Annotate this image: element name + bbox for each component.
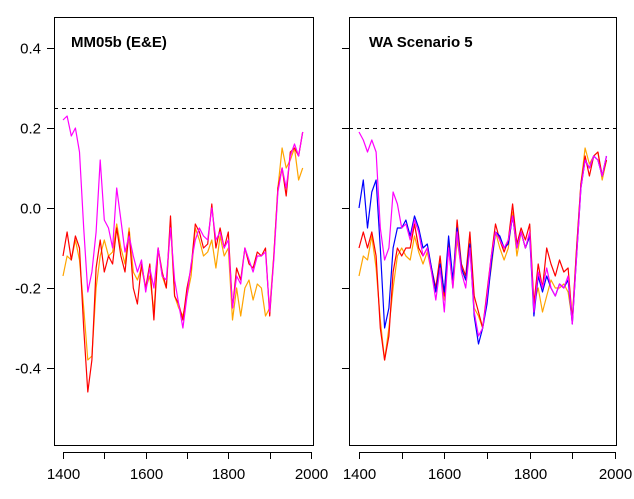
y-axis-right — [342, 48, 349, 369]
x-tick-label: 1600 — [428, 466, 461, 483]
plot-frame-left — [54, 17, 314, 446]
panel-title-right: WA Scenario 5 — [369, 34, 473, 51]
series-layer-right — [358, 131, 608, 361]
plot-frame-right — [349, 17, 617, 446]
y-tick-label: 0.2 — [20, 121, 41, 138]
series-line-red — [62, 131, 304, 393]
y-tick-label: 0.0 — [20, 201, 41, 218]
series-line-magenta — [358, 131, 608, 337]
x-tick-label: 1600 — [130, 466, 163, 483]
panel-right: WA Scenario 5 1400 1600 1800 2000 — [342, 17, 632, 483]
x-axis-left: 1400 1600 1800 2000 — [47, 452, 328, 483]
series-layer-left — [62, 115, 304, 393]
x-tick-label: 1400 — [343, 466, 376, 483]
x-tick-label: 1400 — [47, 466, 80, 483]
y-axis-left: 0.4 0.2 0.0 -0.2 -0.4 — [15, 41, 54, 378]
y-tick-label: -0.4 — [15, 361, 41, 378]
x-axis-right: 1400 1600 1800 2000 — [343, 452, 632, 483]
y-tick-label: -0.2 — [15, 281, 41, 298]
x-tick-label: 2000 — [295, 466, 328, 483]
x-tick-label: 1800 — [514, 466, 547, 483]
series-line-magenta — [62, 115, 304, 329]
y-tick-label: 0.4 — [20, 41, 41, 58]
x-tick-label: 1800 — [212, 466, 245, 483]
panel-left: MM05b (E&E) 1400 1600 1800 2000 0.4 0.2 0.0 -0… — [15, 17, 328, 483]
panel-title-left: MM05b (E&E) — [71, 34, 167, 51]
x-tick-label: 2000 — [599, 466, 632, 483]
series-line-blue — [358, 155, 608, 345]
